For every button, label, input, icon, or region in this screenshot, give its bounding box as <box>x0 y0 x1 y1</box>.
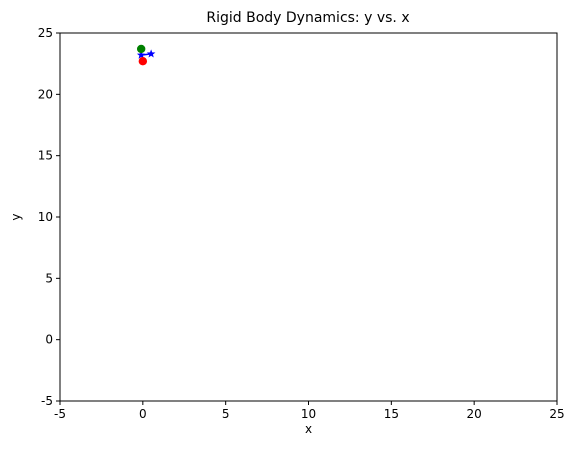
star-marker <box>136 50 146 59</box>
x-tick-label: 5 <box>222 407 230 421</box>
circle-marker <box>136 44 146 54</box>
y-tick-label: 5 <box>45 271 53 285</box>
y-axis: -5 0 5 10 15 20 25 <box>38 26 60 408</box>
x-axis-label: x <box>305 422 312 436</box>
x-tick-label: 15 <box>384 407 399 421</box>
circle-marker <box>138 57 148 66</box>
plot-area <box>136 44 156 66</box>
y-axis-label: y <box>9 213 23 220</box>
y-tick-label: 10 <box>38 210 53 224</box>
x-tick-label: 25 <box>549 407 564 421</box>
y-tick-label: 0 <box>45 333 53 347</box>
x-tick-label: 20 <box>467 407 482 421</box>
y-tick-label: 15 <box>38 149 53 163</box>
y-tick-label: 20 <box>38 87 53 101</box>
y-tick-label: 25 <box>38 26 53 40</box>
y-tick-label: -5 <box>41 394 53 408</box>
x-tick-label: -5 <box>54 407 66 421</box>
x-tick-label: 0 <box>139 407 147 421</box>
chart-title: Rigid Body Dynamics: y vs. x <box>206 10 409 26</box>
star-marker <box>146 49 156 58</box>
x-tick-label: 10 <box>301 407 316 421</box>
x-axis: -5 0 5 10 15 20 25 <box>54 401 565 421</box>
